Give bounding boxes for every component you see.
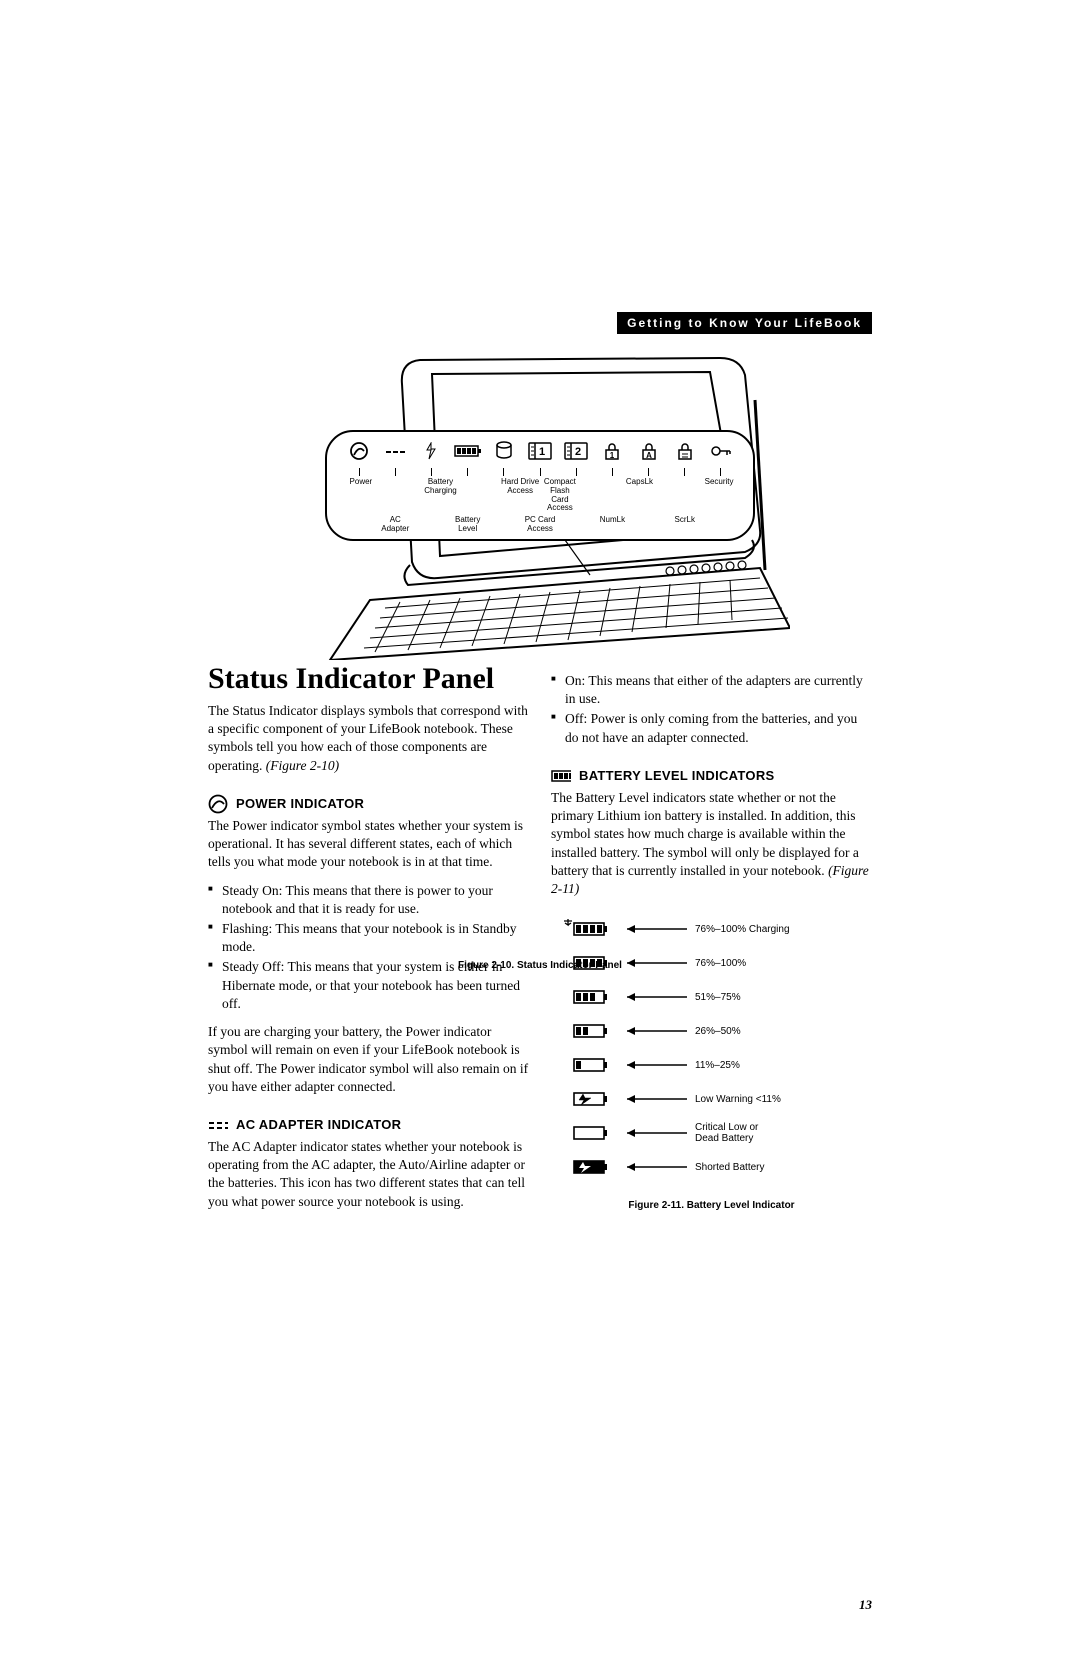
- ac-paragraph: The AC Adapter indicator states whether …: [208, 1138, 529, 1211]
- battery-level-label: Shorted Battery: [695, 1162, 764, 1173]
- panel-icon-row: 1 2 1 A: [341, 440, 739, 466]
- panel-labels-bottom: AC Adapter Battery Level PC Card Access …: [341, 515, 739, 533]
- cf-2-icon: 2: [558, 442, 594, 465]
- list-item: Steady On: This means that there is powe…: [208, 882, 529, 918]
- battery-level-icon: [450, 444, 486, 463]
- battery-level-row: Shorted Battery: [563, 1150, 872, 1184]
- hdd-icon: [486, 441, 522, 466]
- security-icon: [703, 444, 739, 462]
- capslk-icon: A: [631, 442, 667, 465]
- power-icon: [341, 441, 377, 466]
- pointer-arrow-icon: [617, 1127, 687, 1139]
- battery-icon: [563, 1089, 609, 1109]
- document-page: Getting to Know Your LifeBook: [0, 0, 1080, 1669]
- battery-charging-icon: [413, 442, 449, 465]
- section-header-bar: Getting to Know Your LifeBook: [617, 312, 872, 334]
- battery-icon: [563, 987, 609, 1007]
- list-item: Off: Power is only coming from the batte…: [551, 710, 872, 746]
- list-item: Steady Off: This means that your system …: [208, 958, 529, 1013]
- battery-level-label: Critical Low or Dead Battery: [695, 1122, 758, 1144]
- battery-icon: [563, 1157, 609, 1177]
- svg-text:1: 1: [539, 446, 545, 458]
- battery-level-label: 26%–50%: [695, 1026, 741, 1037]
- pointer-arrow-icon: [617, 1093, 687, 1105]
- pointer-arrow-icon: [617, 1025, 687, 1037]
- figure-2-11-caption: Figure 2-11. Battery Level Indicator: [551, 1200, 872, 1211]
- figure-2-10: 1 2 1 A: [290, 340, 790, 971]
- battery-icon: [563, 1123, 609, 1143]
- battery-level-label: Low Warning <11%: [695, 1094, 781, 1105]
- power-bullets: Steady On: This means that there is powe…: [208, 882, 529, 1014]
- battery-level-row: 51%–75%: [563, 980, 872, 1014]
- battery-icon: [563, 1021, 609, 1041]
- status-panel-callout: 1 2 1 A: [325, 430, 755, 541]
- power-icon: [208, 795, 228, 813]
- battery-level-label: 11%–25%: [695, 1060, 740, 1071]
- battery-level-row: 26%–50%: [563, 1014, 872, 1048]
- pccard-1-icon: 1: [522, 442, 558, 465]
- battery-level-row: 11%–25%: [563, 1048, 872, 1082]
- power-note: If you are charging your battery, the Po…: [208, 1023, 529, 1096]
- page-number: 13: [859, 1597, 872, 1613]
- ac-adapter-icon: [208, 1116, 228, 1134]
- pointer-arrow-icon: [617, 1161, 687, 1173]
- pointer-arrow-icon: [617, 991, 687, 1003]
- list-item: Flashing: This means that your notebook …: [208, 920, 529, 956]
- svg-text:1: 1: [610, 451, 615, 460]
- list-item: On: This means that either of the adapte…: [551, 672, 872, 708]
- battery-level-label: 51%–75%: [695, 992, 741, 1003]
- svg-text:A: A: [646, 451, 652, 460]
- ac-adapter-icon: [377, 444, 413, 462]
- battery-level-row: Low Warning <11%: [563, 1082, 872, 1116]
- panel-labels-top: Power Battery Charging Hard Drive Access…: [341, 478, 739, 513]
- battery-level-row: Critical Low or Dead Battery: [563, 1116, 872, 1150]
- svg-text:2: 2: [575, 446, 581, 458]
- battery-icon: [563, 1055, 609, 1075]
- numlk-icon: 1: [594, 442, 630, 465]
- ac-adapter-heading: AC ADAPTER INDICATOR: [208, 1116, 529, 1134]
- pointer-arrow-icon: [617, 1059, 687, 1071]
- scrlk-icon: [667, 442, 703, 465]
